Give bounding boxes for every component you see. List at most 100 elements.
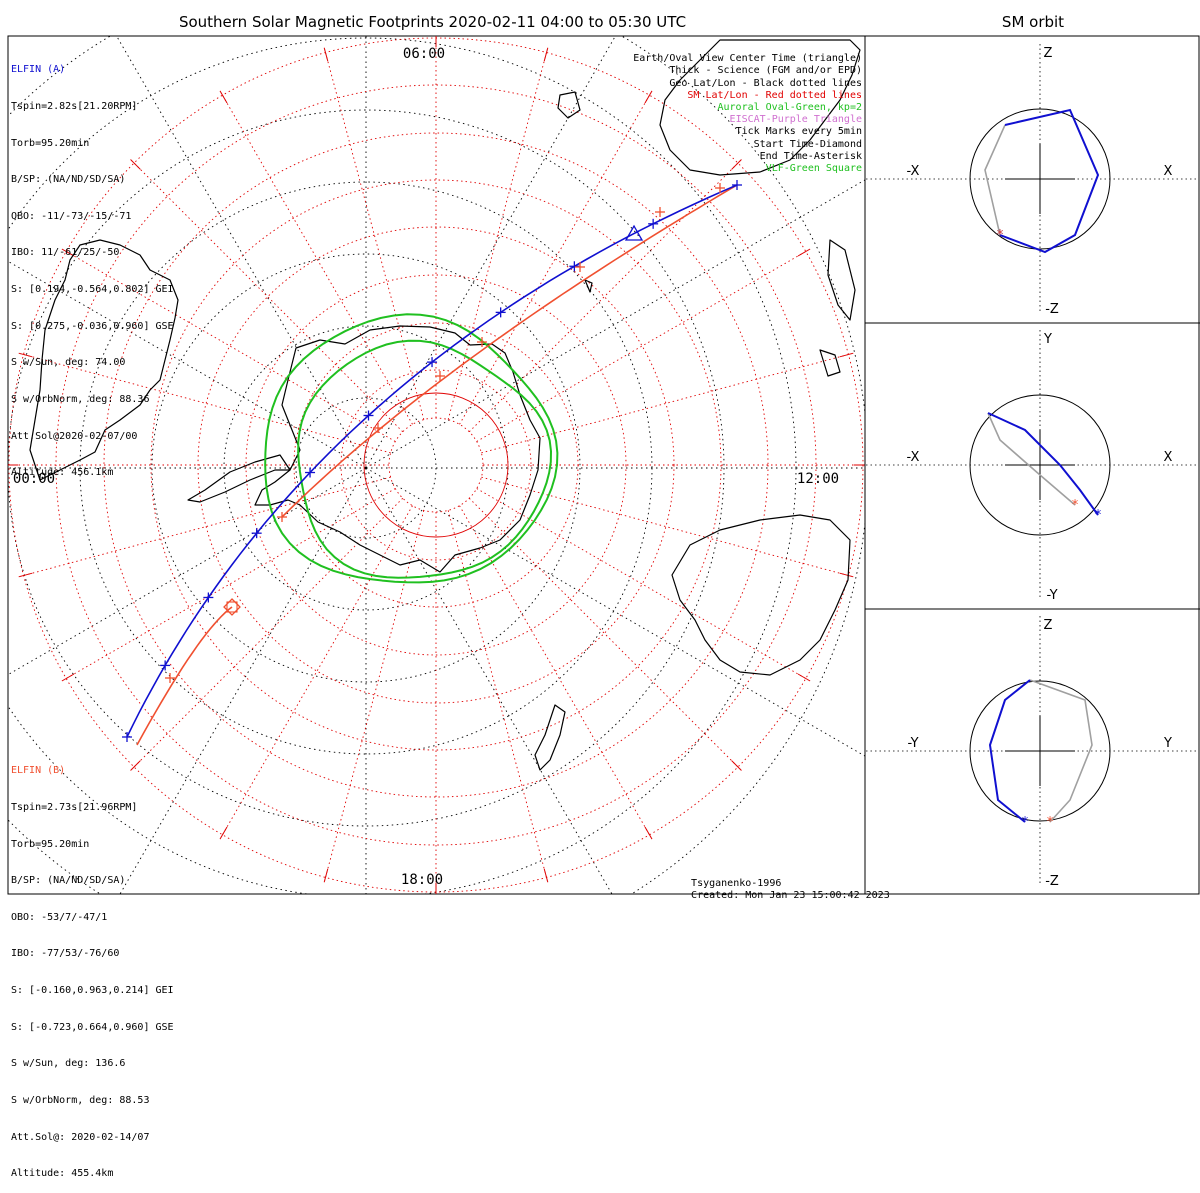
auroral-oval-inner: [297, 339, 553, 579]
coastline: [187, 454, 291, 503]
sm-tick: [543, 868, 549, 883]
elfin-b-line: S w/Sun, deg: 136.6: [11, 1058, 126, 1070]
geo-lon-line: [365, 467, 613, 894]
geo-lon-line: [8, 467, 367, 676]
sm-lat-circle: [245, 274, 627, 656]
orbit-axis-label: -Z: [1045, 302, 1059, 317]
elfin-b-line: S: [-0.723,0.664,0.960] GSE: [11, 1021, 174, 1033]
elfin-a-line: B/SP: (NA/ND/SD/SA): [11, 174, 126, 186]
sm-mlt-line: [131, 160, 404, 433]
sm-mlt-line: [476, 249, 809, 442]
orbit-axis-label: Y: [1043, 332, 1052, 347]
coastline: [584, 279, 593, 293]
orbit-axis-label: -Y: [907, 736, 918, 751]
elfin-b-name: ELFIN (B): [11, 765, 66, 777]
sm-mlt-line: [20, 353, 391, 454]
orbit-axis-label: Z: [1044, 618, 1053, 633]
elfin-b-line: Altitude: 455.4km: [11, 1168, 114, 1180]
orbit-panels-frame: [864, 35, 1200, 895]
elfin-a-track: [126, 184, 738, 738]
sm-tick: [130, 760, 141, 771]
legend-item: Earth/Oval View Center Time (triangle): [633, 53, 862, 65]
coastline: [254, 325, 541, 573]
orbit-axis-label: -X: [907, 450, 920, 465]
geo-lon-line: [365, 36, 616, 469]
elfin-b-line: Att.Sol@: 2020-02-14/07: [11, 1131, 150, 1143]
auroral-oval-outer: [264, 313, 559, 584]
sm-tick: [61, 248, 75, 257]
credits: Tsyganenko-1996 Created: Mon Jan 23 15:0…: [679, 866, 890, 902]
elfin-b-line: S: [-0.160,0.963,0.214] GEI: [11, 985, 174, 997]
geo-lon-line: [365, 467, 865, 757]
orbit-trace-a: [999, 108, 1100, 254]
orbit-axis-label: X: [1164, 450, 1173, 465]
legend-item: Tick Marks every 5min: [735, 126, 862, 138]
legend: Earth/Oval View Center Time (triangle) T…: [621, 41, 862, 175]
coastline: [29, 239, 179, 481]
coastline: [671, 514, 851, 676]
hour-label: 00:00: [13, 471, 55, 487]
sm-lat-circle: [150, 179, 722, 751]
elfin-b-line: IBO: -77/53/-76/60: [11, 948, 120, 960]
elfin-a-line: Att.Sol@2020-02-07/00: [11, 430, 138, 442]
sm-inner-circle: [363, 392, 509, 538]
sm-mlt-line: [481, 353, 852, 454]
coastline: [557, 91, 581, 119]
elfin-a-line: Altitude: 456.1km: [11, 467, 114, 479]
orbit-trace-a: [987, 412, 1099, 516]
sm-mlt-line: [63, 488, 396, 681]
orbit-end-asterisk: *: [1094, 508, 1102, 523]
elfin-a-line: S: [0.275,-0.036,0.960] GSE: [11, 320, 174, 332]
sm-mlt-line: [468, 497, 741, 770]
sm-lat-circle: [340, 369, 532, 561]
sm-tick: [18, 352, 33, 358]
orbit-trace-b: [987, 412, 1076, 506]
sm-tick: [839, 352, 854, 358]
sm-tick: [323, 47, 329, 62]
orbit-title: SM orbit: [1001, 13, 1065, 31]
sm-tick: [797, 673, 811, 682]
sm-mlt-line: [220, 505, 413, 838]
sm-tick: [644, 826, 653, 840]
elfin-b-track: [281, 184, 738, 518]
model-label: Tsyganenko-1996: [691, 878, 782, 889]
sm-tick: [18, 572, 33, 578]
orbit-axis-label: Z: [1044, 46, 1053, 61]
orbit-axis-label: Y: [1163, 736, 1172, 751]
elfin-b-line: S w/OrbNorm, deg: 88.53: [11, 1094, 150, 1106]
elfin-a-name: ELFIN (A): [11, 64, 66, 76]
legend-item: VLF-Green Square: [765, 163, 862, 175]
sm-mlt-line: [481, 476, 852, 577]
legend-item: EISCAT-Purple Triangle: [729, 114, 862, 126]
elfin-b-line: Tspin=2.73s[21.96RPM]: [11, 802, 138, 814]
elfin-b-start-square: [226, 601, 238, 613]
coastline: [827, 239, 856, 321]
sm-mlt-line: [459, 92, 652, 425]
orbit-trace-b: [984, 124, 1006, 236]
geo-lon-line: [116, 36, 367, 469]
elfin-b-info: ELFIN (B) Tspin=2.73s[21.96RPM] Torb=95.…: [11, 741, 174, 1193]
hour-label: 06:00: [403, 46, 445, 62]
hour-label: 18:00: [401, 872, 443, 888]
created-label: Created: Mon Jan 23 15:00:42 2023: [691, 890, 890, 901]
elfin-a-line: S: [0.194,-0.564,0.802] GEI: [11, 284, 174, 296]
coastline: [819, 349, 841, 377]
elfin-a-line: OBO: -11/-73/-15/-71: [11, 210, 132, 222]
legend-item: SM Lat/Lon - Red dotted lines: [687, 89, 862, 101]
sm-mlt-line: [63, 249, 396, 442]
sm-tick: [61, 673, 75, 682]
legend-item: Auroral Oval-Green, kp=2: [717, 102, 863, 114]
sm-lat-circle: [197, 226, 675, 704]
orbit-end-asterisk: *: [996, 228, 1004, 243]
legend-item: Geo Lat/Lon - Black dotted lines: [669, 77, 862, 89]
sm-tick: [839, 572, 854, 578]
elfin-b-line: OBO: -53/7/-47/1: [11, 911, 108, 923]
coastline: [659, 39, 861, 176]
geo-lon-line: [8, 260, 367, 469]
sm-tick: [731, 159, 742, 170]
orbit-end-asterisk: *: [996, 228, 1004, 243]
chart-title: Southern Solar Magnetic Footprints 2020-…: [178, 13, 687, 31]
orbit-trace-a: [988, 679, 1031, 823]
sm-mlt-line: [220, 92, 413, 425]
elfin-a-info: ELFIN (A) Tspin=2.82s[21.20RPM] Torb=95.…: [11, 40, 174, 492]
